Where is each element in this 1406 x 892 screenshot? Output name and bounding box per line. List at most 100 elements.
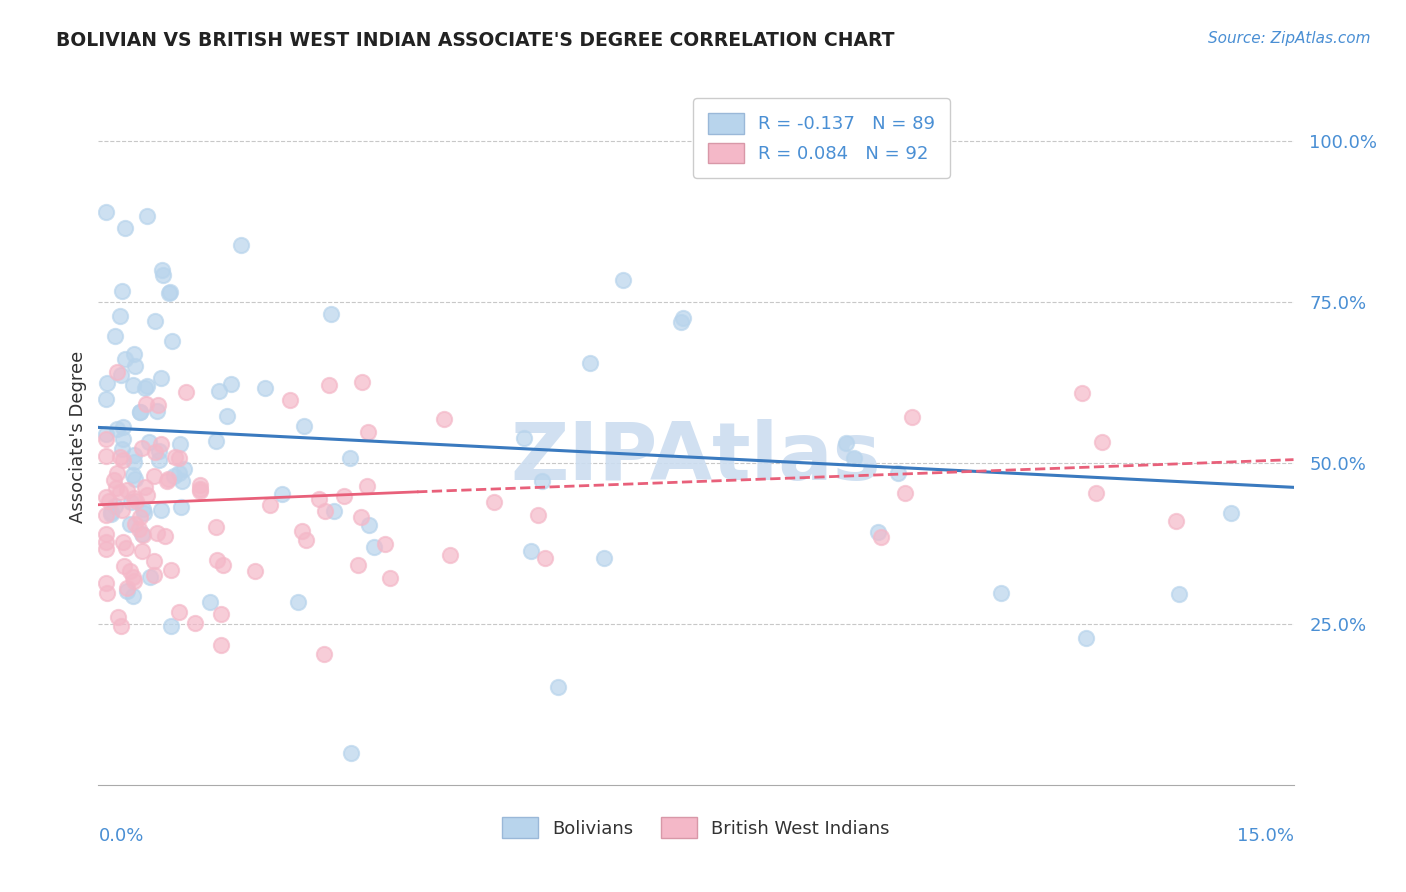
Point	[484, 495, 506, 509]
Point	[128, 510, 150, 524]
Point	[120, 495, 142, 509]
Point	[148, 443, 170, 458]
Point	[868, 524, 890, 539]
Point	[96, 376, 118, 390]
Point	[131, 442, 153, 456]
Point	[215, 409, 238, 423]
Point	[96, 450, 118, 464]
Point	[135, 209, 157, 223]
Point	[111, 453, 134, 467]
Point	[209, 638, 232, 652]
Point	[527, 508, 550, 522]
Point	[163, 450, 186, 465]
Point	[125, 494, 148, 508]
Text: 0.0%: 0.0%	[98, 827, 143, 845]
Text: ZIPAtlas: ZIPAtlas	[510, 419, 882, 497]
Point	[115, 583, 138, 598]
Point	[96, 491, 118, 505]
Point	[433, 412, 456, 426]
Point	[292, 418, 315, 433]
Point	[114, 352, 136, 367]
Point	[115, 581, 138, 595]
Point	[143, 468, 166, 483]
Point	[122, 574, 145, 589]
Point	[844, 450, 866, 465]
Point	[254, 381, 277, 395]
Point	[157, 472, 180, 486]
Text: 15.0%: 15.0%	[1236, 827, 1294, 845]
Point	[122, 347, 145, 361]
Point	[174, 384, 197, 399]
Legend: Bolivians, British West Indians: Bolivians, British West Indians	[495, 810, 897, 846]
Point	[592, 551, 614, 566]
Point	[287, 595, 309, 609]
Point	[887, 467, 910, 481]
Point	[143, 314, 166, 328]
Point	[160, 563, 183, 577]
Point	[834, 436, 856, 450]
Point	[107, 609, 129, 624]
Point	[672, 311, 695, 326]
Point	[96, 586, 118, 600]
Point	[121, 467, 143, 482]
Point	[169, 436, 191, 450]
Point	[159, 285, 181, 300]
Point	[357, 425, 380, 439]
Point	[135, 488, 157, 502]
Point	[124, 472, 146, 486]
Point	[378, 571, 401, 585]
Point	[146, 403, 169, 417]
Point	[1164, 514, 1187, 528]
Point	[163, 468, 186, 483]
Point	[121, 378, 143, 392]
Point	[291, 524, 314, 538]
Point	[278, 392, 301, 407]
Point	[110, 619, 132, 633]
Point	[352, 376, 374, 390]
Point	[308, 491, 330, 506]
Point	[900, 409, 922, 424]
Point	[97, 493, 120, 508]
Point	[148, 452, 170, 467]
Point	[356, 479, 378, 493]
Point	[124, 359, 146, 373]
Point	[188, 478, 211, 492]
Point	[124, 517, 146, 532]
Point	[135, 379, 157, 393]
Point	[188, 483, 211, 497]
Point	[322, 504, 344, 518]
Point	[612, 273, 634, 287]
Point	[120, 564, 142, 578]
Point	[128, 522, 150, 536]
Point	[156, 474, 179, 488]
Point	[115, 483, 138, 498]
Point	[295, 533, 318, 547]
Point	[533, 550, 555, 565]
Point	[96, 392, 118, 406]
Y-axis label: Associate's Degree: Associate's Degree	[69, 351, 87, 524]
Point	[96, 432, 118, 446]
Point	[105, 422, 128, 436]
Point	[520, 544, 543, 558]
Point	[138, 434, 160, 449]
Point	[1168, 587, 1191, 601]
Point	[129, 405, 152, 419]
Point	[103, 473, 125, 487]
Point	[363, 540, 385, 554]
Point	[142, 568, 165, 582]
Point	[131, 527, 153, 541]
Point	[104, 329, 127, 343]
Point	[134, 381, 156, 395]
Point	[132, 502, 155, 516]
Point	[1091, 435, 1114, 450]
Point	[339, 746, 361, 760]
Point	[374, 537, 396, 551]
Point	[314, 503, 336, 517]
Point	[108, 450, 131, 464]
Point	[96, 508, 118, 523]
Point	[149, 502, 172, 516]
Point	[1076, 632, 1098, 646]
Text: Source: ZipAtlas.com: Source: ZipAtlas.com	[1208, 31, 1371, 46]
Text: BOLIVIAN VS BRITISH WEST INDIAN ASSOCIATE'S DEGREE CORRELATION CHART: BOLIVIAN VS BRITISH WEST INDIAN ASSOCIAT…	[56, 31, 894, 50]
Point	[245, 564, 267, 578]
